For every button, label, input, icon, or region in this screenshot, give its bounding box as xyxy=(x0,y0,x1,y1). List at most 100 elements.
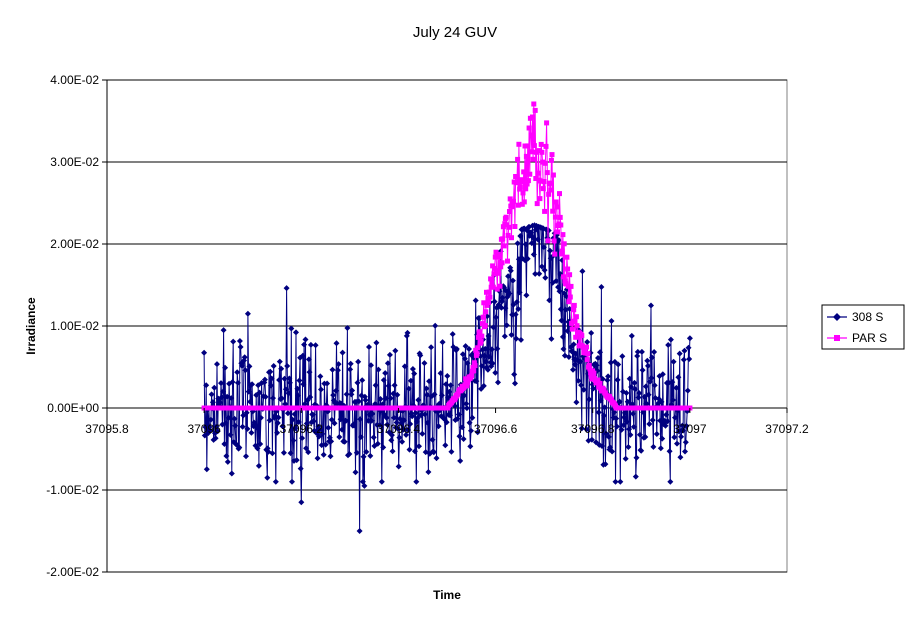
series-par-s-point xyxy=(584,344,589,350)
series-308-s-point xyxy=(658,398,665,405)
series-308-s-point xyxy=(672,414,678,421)
series-308-s-point xyxy=(588,330,595,336)
series-par-s-point xyxy=(542,208,548,214)
series-308-s-point xyxy=(580,386,587,393)
series-308-s-point xyxy=(595,355,601,361)
series-308-s-point xyxy=(357,434,364,440)
series-308-s-point xyxy=(670,358,677,365)
series-308-s-point xyxy=(316,426,323,433)
series-308-s-point xyxy=(463,405,470,412)
series-308-s-point xyxy=(646,421,653,427)
series-308-s-point xyxy=(675,374,682,381)
series-308-s-point xyxy=(667,478,674,485)
series-308-s-point xyxy=(437,370,444,377)
chart-title: July 24 GUV xyxy=(413,24,497,41)
series-308-s-point xyxy=(314,455,321,462)
series-par-s-point xyxy=(528,132,534,138)
series-308-s-point xyxy=(299,435,306,442)
series-308-s-point xyxy=(411,448,418,455)
series-308-s-point xyxy=(401,363,408,370)
series-par-s-point xyxy=(510,204,516,210)
series-308-s-point xyxy=(466,419,473,426)
series-par-s-point xyxy=(498,264,504,270)
series-308-s-point xyxy=(562,306,569,313)
series-308-s-point xyxy=(413,478,420,485)
series-308-s-point xyxy=(264,474,271,481)
series-308-s-point xyxy=(255,462,262,469)
series-308-s-point xyxy=(686,356,693,362)
series-308-s-point xyxy=(586,396,593,403)
series-308-s-point xyxy=(293,457,300,464)
series-308-s-point xyxy=(290,437,297,444)
series-308-s-point xyxy=(243,453,249,460)
series-308-s-point xyxy=(453,346,460,352)
series-308-s-point xyxy=(249,381,256,388)
series-308-s-point xyxy=(515,306,522,312)
series-par-s-point xyxy=(486,300,491,305)
series-par-s-point xyxy=(469,373,475,379)
series-308-s-point xyxy=(542,274,549,281)
series-par-s-point xyxy=(484,302,490,308)
series-par-s-point xyxy=(585,351,591,357)
series-308-s-point xyxy=(313,429,320,436)
series-par-s-point xyxy=(540,159,546,165)
series-308-s-point xyxy=(509,277,516,284)
series-308-s-point xyxy=(608,318,615,324)
series-par-s-point xyxy=(534,201,540,207)
series-308-s-point xyxy=(682,439,689,446)
series-par-s-point xyxy=(532,107,538,113)
series-308-s-point xyxy=(601,404,608,411)
series-308-s-point xyxy=(680,427,687,434)
series-308-s-point xyxy=(490,324,497,331)
series-308-s-point xyxy=(404,329,411,336)
series-308-s-point xyxy=(463,400,470,407)
series-308-s-point xyxy=(366,344,372,350)
series-par-s-point xyxy=(560,232,566,238)
series-308-s-point xyxy=(489,360,496,367)
y-tick-label: 2.00E-02 xyxy=(50,237,99,251)
series-308-s-point xyxy=(278,395,285,402)
series-308-s-point xyxy=(460,436,467,442)
series-par-s-point xyxy=(486,289,492,295)
series-308-s-point xyxy=(530,234,537,241)
series-308-s-point xyxy=(405,385,412,392)
series-308-s-point xyxy=(516,289,523,296)
series-308-s-point xyxy=(212,435,219,442)
series-308-s-point xyxy=(638,447,645,454)
series-308-s-point xyxy=(505,273,512,280)
series-308-s-point xyxy=(546,297,553,304)
series-308-s-point xyxy=(634,348,641,355)
series-308-s-point xyxy=(511,371,518,378)
series-par-s-point xyxy=(531,101,537,107)
series-par-s-point xyxy=(545,238,551,244)
series-308-s-point xyxy=(378,478,385,485)
series-308-s-point xyxy=(503,287,510,294)
legend-marker-308-s xyxy=(833,313,841,321)
series-308-s-point xyxy=(296,377,303,384)
series-308-s-point xyxy=(528,229,535,236)
series-par-s-point xyxy=(494,268,500,274)
series-308-s-point xyxy=(418,412,424,419)
series-par-s-point xyxy=(565,266,571,272)
series-308-s-point xyxy=(232,422,239,429)
series-308-s-point xyxy=(382,395,389,402)
series-308-s-point xyxy=(395,425,401,432)
series-308-s-point xyxy=(388,432,395,439)
series-308-s-point xyxy=(597,349,603,356)
series-par-s-point xyxy=(497,283,503,289)
series-308-s-point xyxy=(343,417,349,424)
series-308-s-point xyxy=(605,433,612,440)
series-308-s-point xyxy=(396,434,403,441)
series-308-s-point xyxy=(488,346,495,353)
series-308-s-point xyxy=(494,345,501,352)
series-308-s-point xyxy=(605,373,612,380)
series-308-s-point xyxy=(642,383,649,390)
series-308-s-point xyxy=(262,393,269,400)
series-308-s-point xyxy=(207,427,214,434)
series-par-s-point xyxy=(487,294,493,300)
series-par-s-point xyxy=(524,181,530,187)
x-axis-ticks: 37095.8 37096 37096.2 37096.4 37096.6 37096.8… xyxy=(85,408,809,436)
series-308-s-point xyxy=(347,360,354,367)
series-308-s-point xyxy=(334,367,341,374)
series-308-s-point xyxy=(662,422,669,429)
